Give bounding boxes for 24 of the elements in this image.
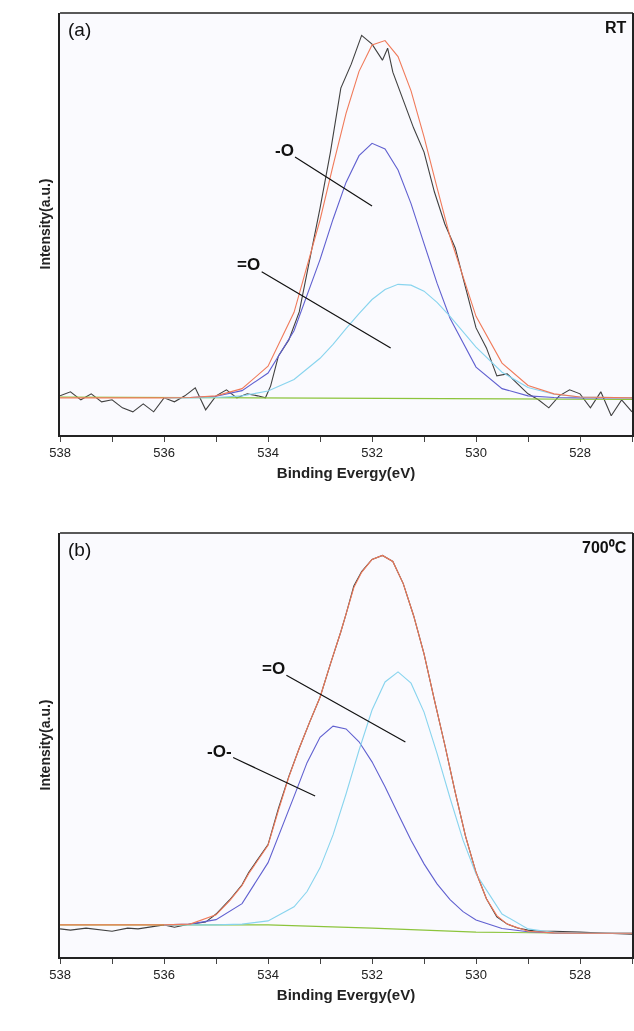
annotation: (b) (68, 539, 92, 560)
x-tick-label: 530 (465, 445, 487, 461)
x-axis-title: Binding Evergy(eV) (276, 985, 416, 1003)
x-tick-label: 536 (153, 445, 175, 461)
annotation: RT (605, 19, 627, 36)
x-tick-label: 532 (361, 445, 383, 461)
annotation: -O (275, 141, 294, 160)
annotation: -O- (207, 742, 232, 761)
x-tick-label: 538 (49, 967, 71, 983)
annotation: (a) (68, 19, 92, 40)
x-tick-label: 532 (361, 967, 383, 983)
y-axis-title: Intensity(a.u.) (37, 699, 54, 791)
y-axis-title: Intensity(a.u.) (37, 178, 54, 270)
x-tick-label: 534 (257, 967, 279, 983)
x-tick-label: 534 (257, 445, 279, 461)
x-tick-label: 530 (465, 967, 487, 983)
annotation: 700⁰C (582, 539, 627, 556)
x-tick-label: 528 (569, 445, 591, 461)
annotation: =O (262, 659, 286, 678)
x-tick-label: 538 (49, 445, 71, 461)
x-tick-label: 536 (153, 967, 175, 983)
x-tick-label: 528 (569, 967, 591, 983)
x-axis-title: Binding Evergy(eV) (276, 463, 416, 481)
annotation: =O (237, 255, 261, 274)
